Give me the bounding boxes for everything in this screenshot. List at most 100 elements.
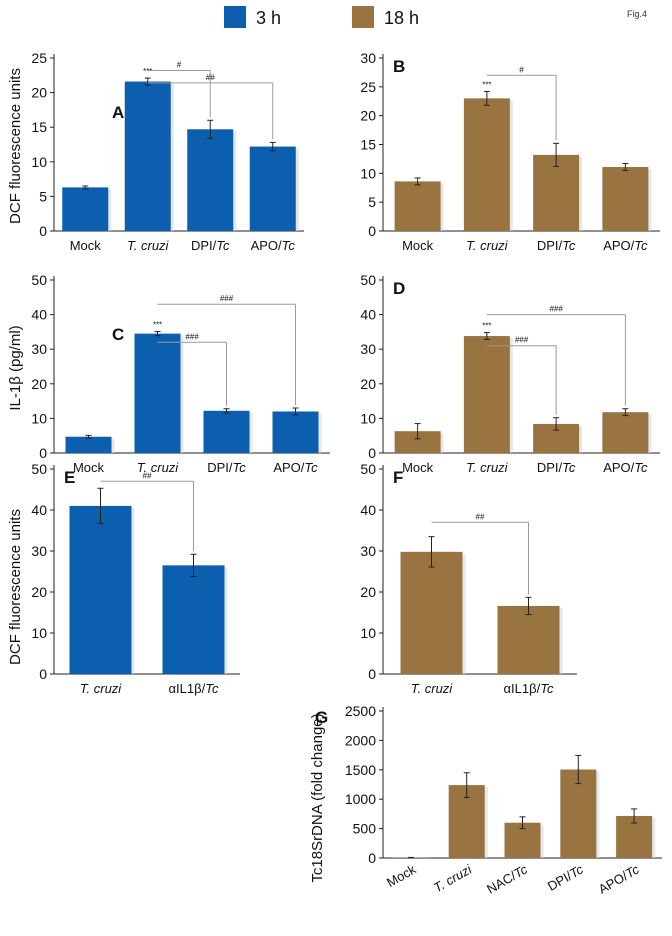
- y-tick-label-d: 50: [360, 272, 376, 288]
- y-tick-label-f: 30: [360, 543, 376, 559]
- y-tick-label-f: 10: [360, 625, 376, 641]
- category-label-g: T. cruzi: [431, 861, 475, 895]
- significance-stars-d: ***: [482, 322, 491, 331]
- bar-e: [162, 565, 225, 674]
- y-tick-label-b: 25: [360, 79, 376, 95]
- y-tick-label-g: 2000: [345, 732, 376, 748]
- category-label-a: DPI/Tc: [191, 238, 230, 253]
- y-tick-label-a: 15: [31, 119, 47, 135]
- y-tick-label-e: 30: [31, 543, 47, 559]
- y-tick-label-b: 5: [368, 194, 376, 210]
- y-tick-label-f: 40: [360, 502, 376, 518]
- legend-swatch-3h: [224, 6, 246, 28]
- category-label-c: T. cruzi: [137, 460, 180, 475]
- y-tick-label-d: 30: [360, 341, 376, 357]
- y-tick-label-e: 20: [31, 584, 47, 600]
- category-label-g: Mock: [384, 861, 419, 890]
- y-axis-title-row4: Tc18SrDNA (fold change): [309, 713, 326, 882]
- panel-label-f: F: [393, 468, 403, 487]
- y-tick-label-b: 0: [368, 223, 376, 239]
- y-tick-label-c: 40: [31, 307, 47, 323]
- y-tick-label-d: 10: [360, 410, 376, 426]
- bar-f: [497, 605, 560, 674]
- y-axis-title-row2: IL-1β (pg/ml): [7, 325, 24, 410]
- bar-a: [249, 146, 296, 231]
- y-tick-label-e: 40: [31, 502, 47, 518]
- bar-a: [187, 129, 234, 231]
- category-label-f: αIL1β/Tc: [504, 681, 554, 696]
- bar-a: [62, 187, 109, 231]
- panel-label-b: B: [393, 57, 405, 76]
- category-label-d: APO/Tc: [603, 460, 648, 475]
- panel-label-a: A: [112, 103, 124, 122]
- category-label-e: T. cruzi: [80, 681, 123, 696]
- panel-label-d: D: [393, 279, 405, 298]
- category-label-a: Mock: [70, 238, 102, 253]
- significance-stars-b: ***: [482, 80, 491, 89]
- category-label-c: APO/Tc: [273, 460, 318, 475]
- category-label-f: T. cruzi: [411, 681, 454, 696]
- panel-b: 0 5 10 15 20 25 30 B Mock T. cruzi DPI/Tc APO/Tc ***…: [360, 50, 660, 253]
- legend-label-3h: 3 h: [256, 8, 281, 28]
- y-tick-label-c: 10: [31, 410, 47, 426]
- y-tick-label-c: 30: [31, 341, 47, 357]
- category-label-c: DPI/Tc: [207, 460, 246, 475]
- category-label-b: DPI/Tc: [537, 238, 576, 253]
- bracket-label-a: ##: [206, 73, 215, 82]
- panel-label-g: G: [315, 708, 328, 727]
- y-tick-label-b: 20: [360, 108, 376, 124]
- bar-c: [65, 436, 112, 453]
- bar-f: [400, 551, 463, 674]
- y-tick-label-d: 0: [368, 445, 376, 461]
- y-tick-label-g: 500: [353, 821, 377, 837]
- category-label-g: APO/Tc: [596, 861, 642, 896]
- y-tick-label-e: 50: [31, 461, 47, 477]
- y-tick-label-a: 25: [31, 50, 47, 66]
- panel-g: 0 500 1000 1500 2000 2500 G Mock T. cruzi NAC/Tc D…: [315, 703, 662, 897]
- category-label-d: T. cruzi: [466, 460, 509, 475]
- y-tick-label-g: 1500: [345, 762, 376, 778]
- panel-d: 0 10 20 30 40 50 D Mock T. cruzi DPI/Tc APO/Tc *** #…: [360, 272, 660, 475]
- y-tick-label-a: 0: [39, 223, 47, 239]
- panel-f: 0 10 20 30 40 50 F T. cruzi αIL1β/Tc ##: [360, 461, 577, 696]
- panel-label-c: C: [112, 325, 124, 344]
- panel-c: 0 10 20 30 40 50 C Mock T. cruzi DPI/Tc APO/Tc *** #…: [31, 272, 330, 475]
- bar-c: [272, 411, 319, 453]
- bracket-label-f: ##: [476, 512, 485, 521]
- y-tick-label-a: 10: [31, 154, 47, 170]
- category-label-a: T. cruzi: [127, 238, 170, 253]
- legend: 3 h 18 h: [224, 6, 419, 28]
- bracket-label-a: #: [177, 60, 182, 69]
- category-label-b: Mock: [402, 238, 434, 253]
- bracket-label-c: ###: [185, 332, 199, 341]
- significance-stars-c: ***: [153, 321, 162, 330]
- bar-d: [602, 412, 649, 453]
- bar-g: [560, 769, 597, 858]
- y-tick-label-b: 15: [360, 137, 376, 153]
- panel-label-e: E: [64, 468, 75, 487]
- bar-e: [69, 505, 132, 674]
- y-tick-label-f: 0: [368, 666, 376, 682]
- y-tick-label-a: 20: [31, 85, 47, 101]
- category-label-e: αIL1β/Tc: [169, 681, 219, 696]
- y-tick-label-c: 0: [39, 445, 47, 461]
- figure-label: Fig.4: [627, 9, 647, 19]
- y-axis-title-row1: DCF fluorescence units: [7, 68, 24, 224]
- bar-a: [124, 81, 171, 231]
- bracket-label-d: ###: [515, 336, 529, 345]
- bar-d: [463, 336, 510, 453]
- y-tick-label-a: 5: [39, 188, 47, 204]
- y-tick-label-f: 20: [360, 584, 376, 600]
- bracket-label-c: ###: [220, 294, 234, 303]
- category-label-b: T. cruzi: [466, 238, 509, 253]
- significance-stars-a: ***: [143, 67, 152, 76]
- y-tick-label-b: 30: [360, 50, 376, 66]
- y-tick-label-d: 40: [360, 307, 376, 323]
- bracket-label-b: #: [519, 65, 524, 74]
- bar-c: [203, 410, 250, 453]
- y-tick-label-g: 2500: [345, 703, 376, 719]
- category-label-a: APO/Tc: [251, 238, 296, 253]
